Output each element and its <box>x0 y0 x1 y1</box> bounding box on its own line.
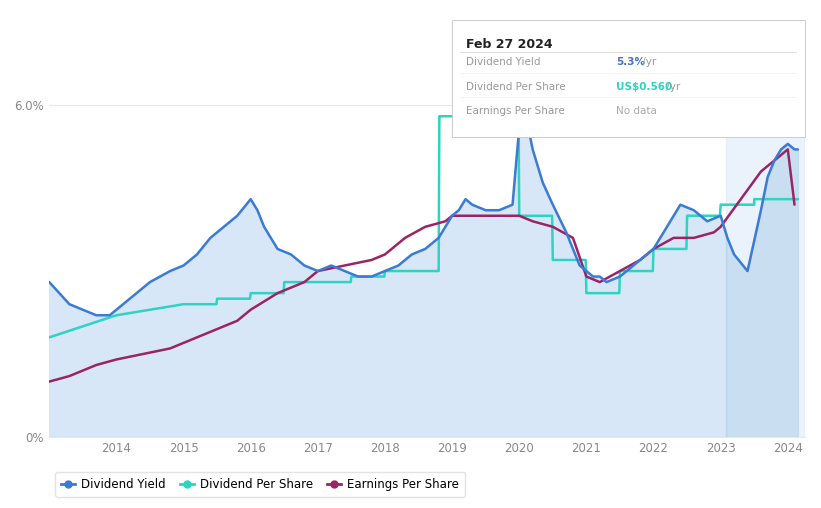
Bar <box>726 61 805 437</box>
Text: Dividend Per Share: Dividend Per Share <box>466 82 565 92</box>
Legend: Dividend Yield, Dividend Per Share, Earnings Per Share: Dividend Yield, Dividend Per Share, Earn… <box>55 472 466 497</box>
Text: Feb 27 2024: Feb 27 2024 <box>466 38 553 51</box>
Text: US$0.560: US$0.560 <box>616 82 672 92</box>
Text: 5.3%: 5.3% <box>616 57 644 68</box>
Text: No data: No data <box>616 106 657 116</box>
Text: /yr: /yr <box>663 82 681 92</box>
Text: /yr: /yr <box>640 57 657 68</box>
Text: Past: Past <box>728 78 751 88</box>
Text: Earnings Per Share: Earnings Per Share <box>466 106 564 116</box>
Text: Dividend Yield: Dividend Yield <box>466 57 540 68</box>
